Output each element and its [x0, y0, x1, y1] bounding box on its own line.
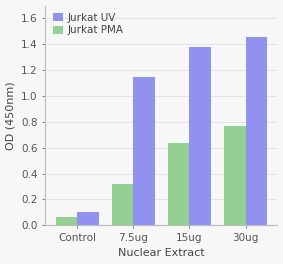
Y-axis label: OD (450nm): OD (450nm) — [6, 81, 16, 150]
Bar — [56, 217, 77, 225]
Bar — [77, 212, 98, 225]
Bar — [246, 37, 267, 225]
Bar — [189, 47, 211, 225]
Bar — [133, 77, 155, 225]
Bar — [112, 184, 133, 225]
X-axis label: Nuclear Extract: Nuclear Extract — [118, 248, 205, 258]
Bar — [224, 126, 246, 225]
Bar — [168, 143, 189, 225]
Legend: Jurkat UV, Jurkat PMA: Jurkat UV, Jurkat PMA — [51, 11, 125, 37]
